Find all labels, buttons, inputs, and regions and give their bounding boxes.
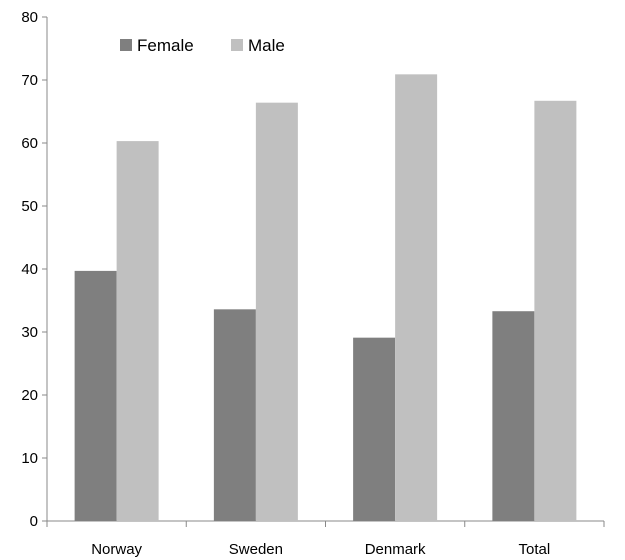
y-tick-label: 20 [21,387,38,404]
chart-axes: 0 10 20 30 40 50 60 70 80 Norway Sweden Denmark Tota… [21,9,605,558]
bar-male-total [534,100,577,521]
x-tick-label: Total [519,541,551,558]
x-tick-label: Norway [91,541,142,558]
x-tick-label: Sweden [229,541,283,558]
chart-legend: Female Male [120,36,285,55]
y-tick-label: 0 [30,513,38,530]
legend-label-male: Male [248,36,285,55]
bar-female-norway [74,270,117,521]
y-tick-label: 10 [21,450,38,467]
bar-male-sweden [255,102,298,522]
y-tick-label: 40 [21,261,38,278]
chart-bars [74,74,577,522]
bar-female-sweden [213,309,256,521]
legend-label-female: Female [137,36,194,55]
bar-male-denmark [395,74,438,521]
y-tick-label: 60 [21,135,38,152]
x-tick-label: Denmark [365,541,426,558]
bar-female-total [492,311,535,521]
y-tick-label: 70 [21,72,38,89]
y-tick-label: 30 [21,324,38,341]
y-tick-label: 80 [21,9,38,26]
legend-swatch-female [120,39,132,51]
legend-swatch-male [231,39,243,51]
y-tick-label: 50 [21,198,38,215]
bar-female-denmark [353,337,396,521]
bar-male-norway [116,141,159,522]
